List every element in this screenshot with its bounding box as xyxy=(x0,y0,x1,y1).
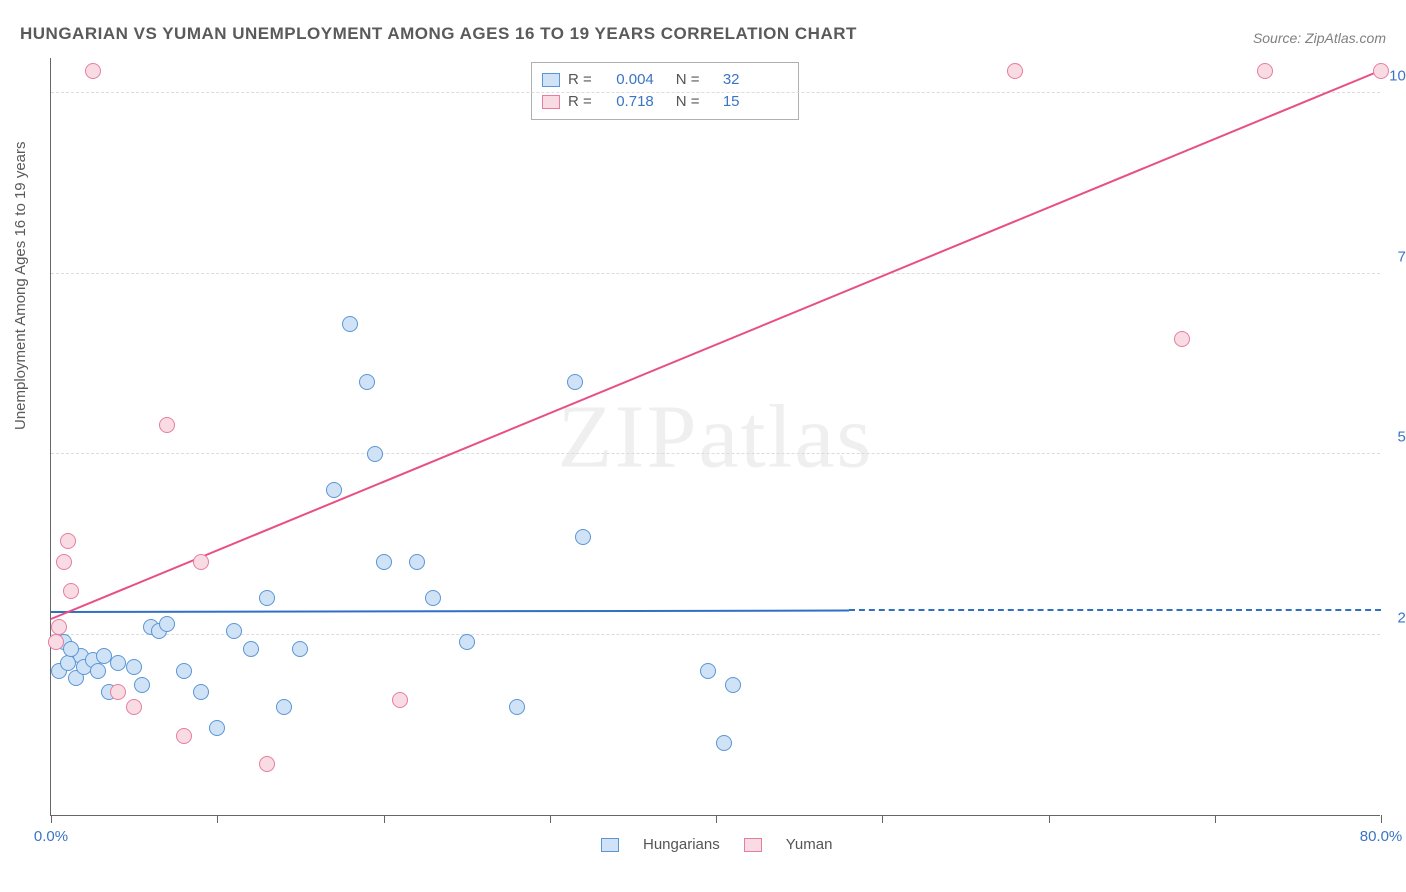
correlation-legend: R = 0.004 N = 32 R = 0.718 N = 15 xyxy=(531,62,799,120)
legend-n-label: N = xyxy=(676,69,700,91)
gridline xyxy=(51,453,1380,454)
data-point xyxy=(193,684,209,700)
data-point xyxy=(126,699,142,715)
legend-series-label: Yuman xyxy=(786,836,833,853)
y-tick-label: 100.0% xyxy=(1389,68,1406,85)
x-tick xyxy=(550,815,551,823)
data-point xyxy=(716,735,732,751)
data-point xyxy=(176,728,192,744)
data-point xyxy=(725,677,741,693)
legend-r-value: 0.718 xyxy=(604,91,654,113)
source-attribution: Source: ZipAtlas.com xyxy=(1253,30,1386,46)
data-point xyxy=(60,533,76,549)
x-tick xyxy=(217,815,218,823)
data-point xyxy=(134,677,150,693)
data-point xyxy=(326,482,342,498)
data-point xyxy=(1174,331,1190,347)
x-tick xyxy=(1381,815,1382,823)
legend-swatch xyxy=(542,73,560,87)
data-point xyxy=(425,590,441,606)
data-point xyxy=(159,417,175,433)
y-axis-label: Unemployment Among Ages 16 to 19 years xyxy=(12,141,29,430)
legend-swatch xyxy=(542,95,560,109)
data-point xyxy=(159,616,175,632)
y-tick-label: 75.0% xyxy=(1397,248,1406,265)
series-legend: Hungarians Yuman xyxy=(601,836,832,853)
data-point xyxy=(259,590,275,606)
data-point xyxy=(509,699,525,715)
data-point xyxy=(1257,63,1273,79)
data-point xyxy=(567,374,583,390)
data-point xyxy=(56,554,72,570)
legend-n-label: N = xyxy=(676,91,700,113)
x-tick-label: 0.0% xyxy=(34,828,68,845)
x-tick xyxy=(716,815,717,823)
legend-swatch xyxy=(744,838,762,852)
y-tick-label: 25.0% xyxy=(1397,609,1406,626)
x-tick xyxy=(882,815,883,823)
x-tick-label: 80.0% xyxy=(1360,828,1403,845)
data-point xyxy=(342,316,358,332)
legend-row: R = 0.004 N = 32 xyxy=(542,69,788,91)
legend-series-label: Hungarians xyxy=(643,836,720,853)
data-point xyxy=(367,446,383,462)
data-point xyxy=(90,663,106,679)
data-point xyxy=(292,641,308,657)
x-tick xyxy=(51,815,52,823)
x-tick xyxy=(1049,815,1050,823)
data-point xyxy=(85,63,101,79)
data-point xyxy=(259,756,275,772)
legend-r-value: 0.004 xyxy=(604,69,654,91)
data-point xyxy=(176,663,192,679)
data-point xyxy=(48,634,64,650)
gridline xyxy=(51,273,1380,274)
data-point xyxy=(359,374,375,390)
data-point xyxy=(209,720,225,736)
trend-line xyxy=(51,609,849,612)
gridline xyxy=(51,92,1380,93)
chart-title: HUNGARIAN VS YUMAN UNEMPLOYMENT AMONG AG… xyxy=(20,24,857,44)
data-point xyxy=(376,554,392,570)
legend-n-value: 32 xyxy=(712,69,740,91)
data-point xyxy=(392,692,408,708)
x-tick xyxy=(1215,815,1216,823)
legend-swatch xyxy=(601,838,619,852)
watermark: ZIPatlas xyxy=(558,385,874,488)
data-point xyxy=(63,583,79,599)
data-point xyxy=(226,623,242,639)
data-point xyxy=(1007,63,1023,79)
legend-row: R = 0.718 N = 15 xyxy=(542,91,788,113)
data-point xyxy=(110,684,126,700)
data-point xyxy=(193,554,209,570)
data-point xyxy=(575,529,591,545)
data-point xyxy=(243,641,259,657)
data-point xyxy=(700,663,716,679)
data-point xyxy=(409,554,425,570)
data-point xyxy=(51,619,67,635)
data-point xyxy=(126,659,142,675)
data-point xyxy=(276,699,292,715)
trend-line xyxy=(849,609,1381,611)
legend-r-label: R = xyxy=(568,91,592,113)
gridline xyxy=(51,634,1380,635)
data-point xyxy=(459,634,475,650)
y-tick-label: 50.0% xyxy=(1397,429,1406,446)
plot-area: ZIPatlas R =0.004N =32R =0.718N =15 Hung… xyxy=(50,58,1380,816)
legend-n-value: 15 xyxy=(712,91,740,113)
data-point xyxy=(63,641,79,657)
x-tick xyxy=(384,815,385,823)
data-point xyxy=(110,655,126,671)
legend-r-label: R = xyxy=(568,69,592,91)
data-point xyxy=(1373,63,1389,79)
